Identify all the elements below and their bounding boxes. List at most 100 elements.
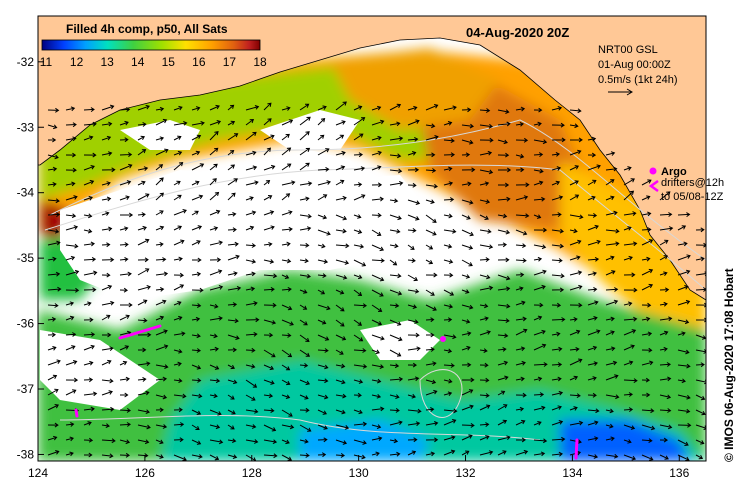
current-arrow bbox=[353, 105, 363, 111]
current-arrow bbox=[281, 424, 295, 430]
current-arrow bbox=[281, 258, 292, 264]
current-arrow bbox=[389, 214, 402, 221]
current-arrow bbox=[551, 212, 562, 217]
current-arrow bbox=[407, 346, 421, 352]
current-arrow bbox=[497, 139, 508, 145]
current-arrow bbox=[677, 394, 691, 400]
current-arrow bbox=[551, 106, 563, 111]
current-arrow bbox=[677, 319, 690, 325]
current-arrow bbox=[533, 196, 546, 202]
current-arrow bbox=[245, 408, 259, 414]
current-arrow bbox=[533, 284, 546, 291]
current-arrow bbox=[119, 137, 129, 143]
current-arrow bbox=[497, 121, 511, 127]
current-arrow bbox=[443, 166, 453, 172]
current-arrow bbox=[623, 360, 634, 366]
current-arrow bbox=[227, 150, 235, 156]
current-arrow bbox=[227, 334, 240, 340]
current-arrow bbox=[353, 392, 362, 398]
current-arrow bbox=[65, 152, 77, 158]
current-arrow bbox=[335, 101, 347, 111]
current-arrow bbox=[299, 319, 308, 326]
current-arrow bbox=[83, 165, 95, 171]
current-arrow bbox=[83, 107, 95, 112]
current-arrow bbox=[281, 106, 291, 111]
current-arrow bbox=[587, 256, 600, 262]
current-arrow bbox=[173, 393, 187, 399]
current-arrow bbox=[551, 420, 564, 426]
current-arrow bbox=[353, 439, 367, 445]
current-arrow bbox=[479, 422, 490, 427]
current-arrow bbox=[443, 408, 458, 414]
current-arrow bbox=[191, 364, 202, 370]
current-arrow bbox=[389, 180, 404, 186]
current-arrow bbox=[101, 196, 112, 202]
current-arrow bbox=[515, 272, 525, 278]
current-arrow bbox=[569, 108, 582, 114]
current-arrow bbox=[371, 212, 382, 218]
current-arrow bbox=[65, 181, 76, 187]
current-arrow bbox=[119, 287, 129, 293]
current-arrow bbox=[227, 164, 236, 171]
current-arrow bbox=[623, 454, 637, 461]
current-arrow bbox=[479, 229, 492, 234]
current-arrow bbox=[335, 379, 346, 385]
current-arrow bbox=[569, 329, 581, 336]
current-arrow bbox=[623, 329, 637, 336]
current-arrow bbox=[119, 360, 128, 366]
current-arrow bbox=[371, 135, 382, 141]
current-arrow bbox=[569, 255, 581, 261]
current-arrow bbox=[659, 376, 672, 382]
current-arrow bbox=[425, 407, 435, 412]
current-arrow bbox=[101, 359, 112, 366]
current-arrow bbox=[263, 408, 275, 413]
current-arrow bbox=[533, 392, 545, 397]
info-line-2: 01-Aug 00:00Z bbox=[598, 59, 671, 71]
current-arrow bbox=[173, 256, 183, 262]
current-arrow bbox=[641, 408, 655, 414]
current-arrow bbox=[281, 394, 291, 399]
current-arrow bbox=[443, 243, 453, 249]
current-arrow bbox=[83, 287, 97, 293]
current-arrow bbox=[389, 121, 401, 127]
current-arrow bbox=[389, 243, 399, 249]
current-arrow bbox=[119, 226, 129, 232]
current-arrow bbox=[443, 272, 454, 278]
current-arrow bbox=[137, 238, 150, 246]
current-arrow bbox=[425, 421, 439, 426]
current-arrow bbox=[101, 438, 116, 444]
current-arrow bbox=[83, 360, 94, 366]
current-arrow bbox=[389, 289, 403, 296]
current-arrow bbox=[677, 378, 686, 384]
current-arrow bbox=[137, 347, 147, 353]
current-arrow bbox=[137, 225, 147, 231]
current-arrow bbox=[263, 364, 275, 371]
current-arrow bbox=[101, 332, 112, 338]
current-arrow bbox=[281, 349, 293, 358]
current-arrow bbox=[497, 152, 510, 158]
colorbar-tick-label: 14 bbox=[131, 55, 145, 69]
current-arrow bbox=[659, 255, 668, 261]
current-arrow bbox=[407, 244, 415, 250]
current-arrow bbox=[371, 105, 382, 111]
current-arrow bbox=[497, 360, 509, 366]
current-arrow bbox=[461, 304, 474, 310]
current-arrow bbox=[263, 319, 277, 325]
current-arrow bbox=[191, 120, 205, 126]
current-arrow bbox=[65, 269, 80, 276]
current-arrow bbox=[173, 272, 185, 278]
current-arrow bbox=[209, 130, 219, 141]
current-arrow bbox=[119, 180, 132, 186]
current-arrow bbox=[497, 242, 508, 248]
current-arrow bbox=[389, 103, 402, 111]
current-arrow bbox=[515, 316, 527, 322]
current-arrow bbox=[263, 453, 278, 459]
current-arrow bbox=[47, 166, 58, 172]
current-arrow bbox=[173, 105, 183, 111]
current-arrow bbox=[173, 225, 183, 231]
current-arrow bbox=[659, 226, 674, 231]
current-arrow bbox=[101, 272, 111, 278]
current-arrow bbox=[281, 119, 294, 126]
current-arrow bbox=[47, 212, 61, 217]
